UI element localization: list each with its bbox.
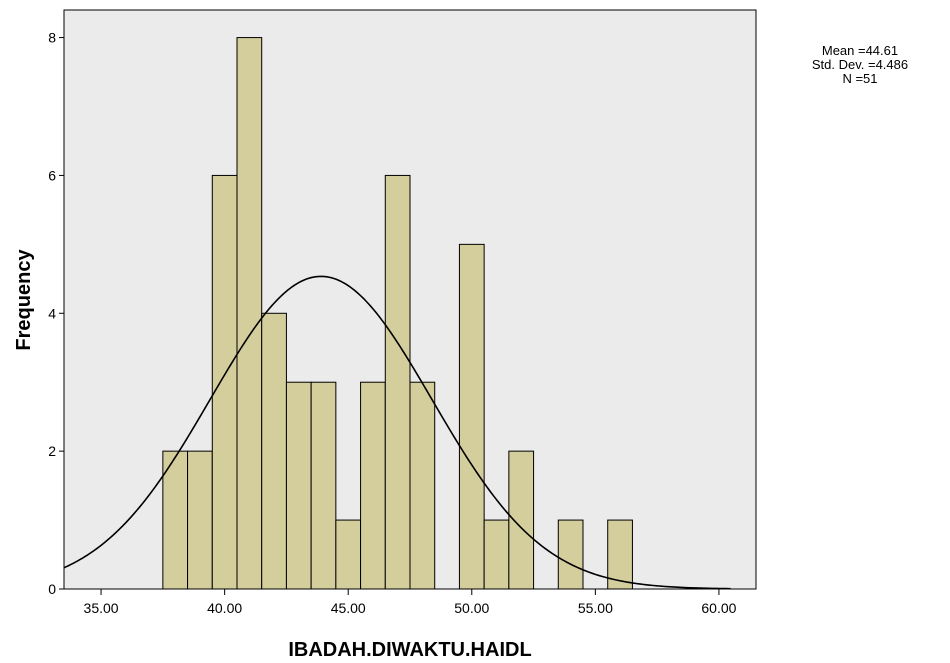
x-tick-label: 50.00 [454, 600, 489, 616]
histogram-bar [410, 382, 435, 589]
histogram-bar [336, 520, 361, 589]
histogram-bar [212, 175, 237, 589]
mean-stat: Mean =44.61 [800, 44, 920, 58]
statistics-box: Mean =44.61 Std. Dev. =4.486 N =51 [800, 44, 920, 86]
histogram-bar [385, 175, 410, 589]
histogram-bar [558, 520, 583, 589]
histogram-bar [484, 520, 509, 589]
histogram-bar [509, 451, 534, 589]
x-tick-label: 60.00 [701, 600, 736, 616]
histogram-bar [188, 451, 213, 589]
x-tick-label: 40.00 [207, 600, 242, 616]
y-tick-label: 8 [48, 30, 56, 46]
histogram-bar [361, 382, 386, 589]
y-tick-label: 4 [48, 305, 56, 321]
x-axis-label: IBADAH.DIWAKTU.HAIDL [288, 639, 531, 661]
histogram-bar [459, 244, 484, 589]
y-axis-label: Frequency [13, 249, 35, 351]
y-tick-label: 0 [48, 581, 56, 597]
x-tick-label: 55.00 [578, 600, 613, 616]
histogram-bar [286, 382, 311, 589]
histogram-bar [237, 38, 262, 589]
y-axis: 0 2 4 6 8 [48, 30, 64, 597]
histogram-bar [311, 382, 336, 589]
n-stat: N =51 [800, 72, 920, 86]
std-dev-stat: Std. Dev. =4.486 [800, 58, 920, 72]
y-tick-label: 2 [48, 443, 56, 459]
x-tick-label: 35.00 [84, 600, 119, 616]
histogram-bar [262, 313, 287, 589]
x-axis: 35.00 40.00 45.00 50.00 55.00 60.00 [84, 589, 737, 616]
x-tick-label: 45.00 [331, 600, 366, 616]
y-tick-label: 6 [48, 167, 56, 183]
